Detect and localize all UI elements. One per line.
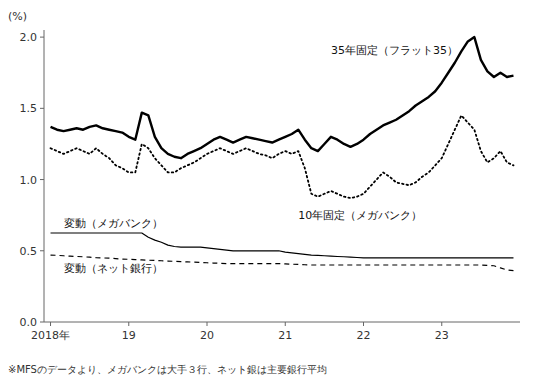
y-tick xyxy=(40,322,44,323)
y-tick-label: 2.0 xyxy=(20,31,38,44)
series-line xyxy=(51,37,514,158)
y-tick-label: 1.5 xyxy=(20,102,38,115)
y-tick xyxy=(40,108,44,109)
x-tick xyxy=(50,322,51,326)
x-tick-label: 19 xyxy=(122,329,136,342)
x-tick-label: 2018年 xyxy=(31,329,70,342)
y-axis-line xyxy=(44,30,45,322)
x-tick xyxy=(441,322,442,326)
series-line xyxy=(51,115,514,198)
x-tick xyxy=(207,322,208,326)
y-tick xyxy=(40,250,44,251)
x-tick xyxy=(285,322,286,326)
annotation: 変動（ネット銀行） xyxy=(64,262,163,275)
y-tick xyxy=(40,179,44,180)
x-tick-label: 21 xyxy=(278,329,292,342)
x-axis-line xyxy=(44,322,520,323)
x-tick xyxy=(128,322,129,326)
footnote: ※MFSのデータより、メガバンクは大手３行、ネット銀は主要銀行平均 xyxy=(8,364,327,375)
y-axis-label: (%) xyxy=(8,10,27,23)
x-tick-label: 20 xyxy=(200,329,214,342)
annotation: 変動（メガバンク） xyxy=(64,217,163,230)
series-line xyxy=(51,233,514,258)
y-tick xyxy=(40,37,44,38)
annotation: 10年固定（メガバンク） xyxy=(298,209,422,222)
x-tick-label: 23 xyxy=(435,329,449,342)
lines xyxy=(51,37,514,271)
annotation: 35年固定（フラット35） xyxy=(331,44,458,57)
chart: 0.0 0.5 1.0 1.5 2.0 2018年 19 20 21 22 23 (%) 35年固定（フ… xyxy=(0,0,534,383)
y-tick-label: 1.0 xyxy=(20,174,38,187)
x-tick-label: 22 xyxy=(357,329,371,342)
y-tick-label: 0.5 xyxy=(20,245,38,258)
x-tick xyxy=(363,322,364,326)
y-tick-label: 0.0 xyxy=(20,316,38,329)
